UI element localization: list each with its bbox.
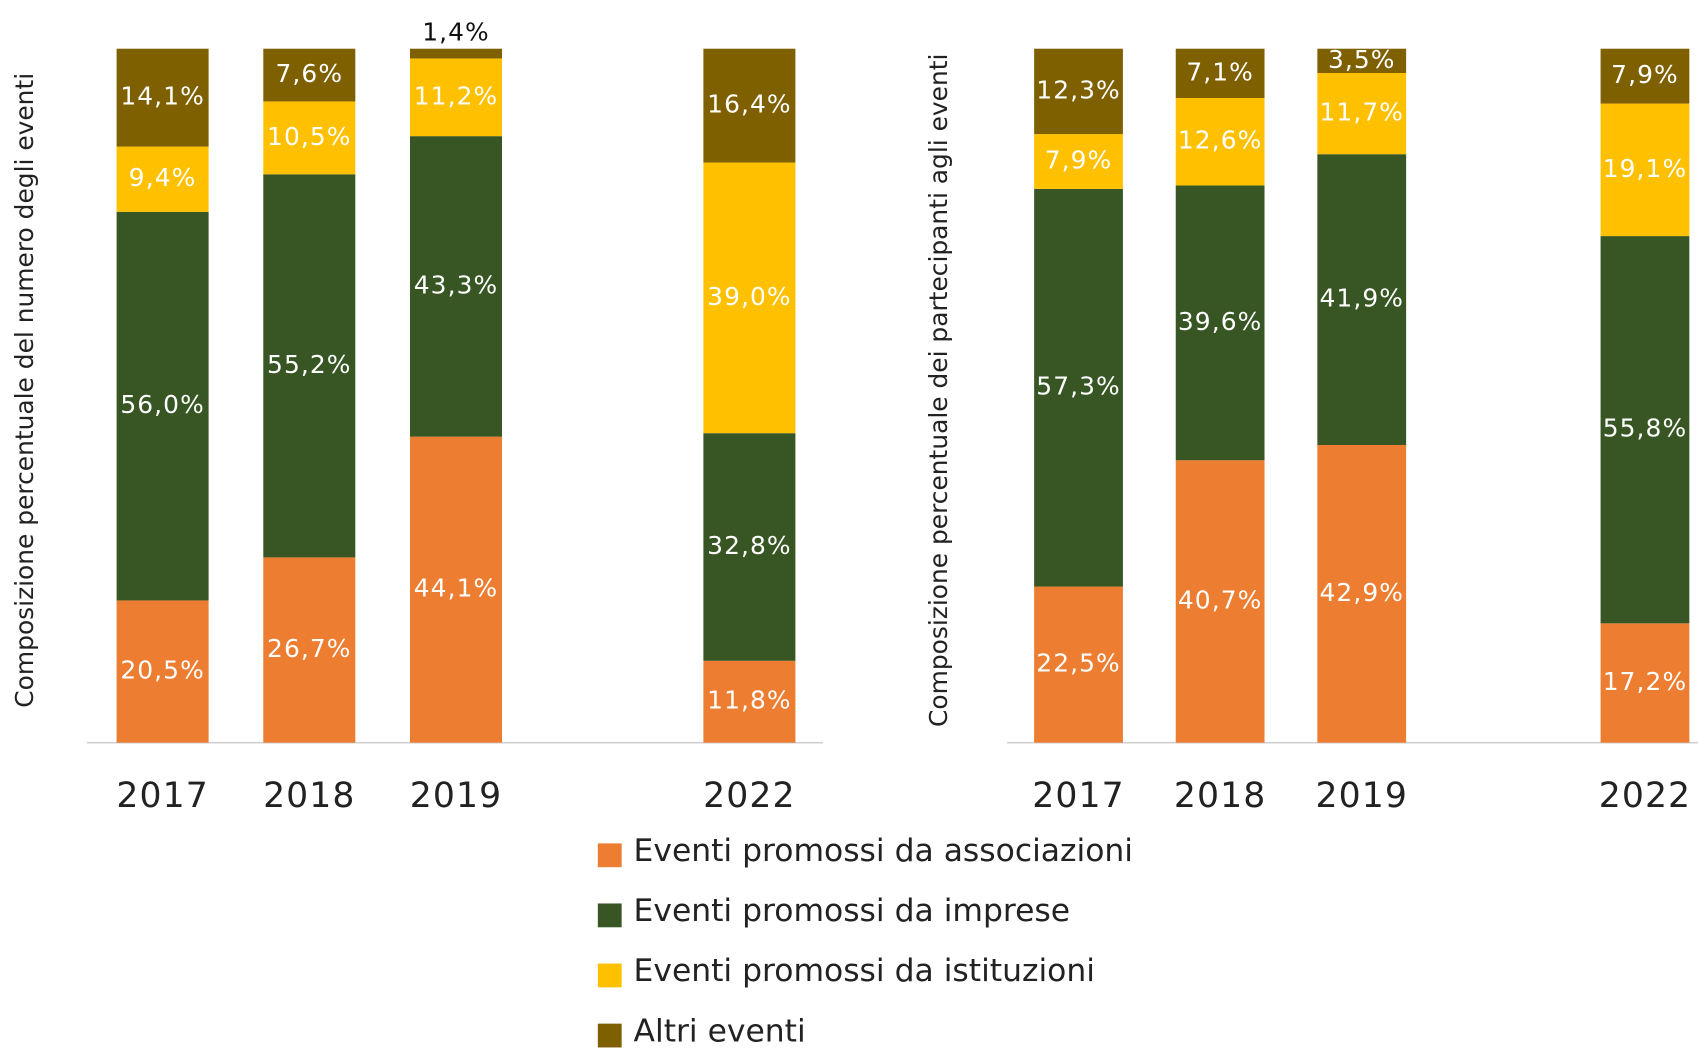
bar-segment [703, 433, 796, 661]
bar-segment [703, 48, 796, 163]
data-label: 9,4% [129, 163, 197, 192]
x-tick-label: 2019 [1316, 776, 1408, 816]
data-label: 32,8% [707, 531, 792, 560]
data-label: 57,3% [1036, 372, 1121, 401]
bar-segment [263, 557, 356, 743]
data-label: 7,1% [1186, 57, 1254, 86]
data-label: 22,5% [1036, 649, 1121, 678]
data-label: 19,1% [1603, 154, 1687, 183]
x-tick-label: 2019 [410, 776, 502, 816]
bar-segment [116, 211, 209, 601]
bar-segment [1034, 586, 1123, 743]
bar-segment [1600, 623, 1690, 743]
legend-swatch [597, 843, 622, 868]
data-label: 1,4% [422, 18, 490, 47]
legend-label: Altri eventi [634, 1013, 806, 1048]
bar-segment [1034, 188, 1123, 587]
legend-label: Eventi promossi da istituzioni [634, 953, 1095, 989]
bar-segment [1317, 48, 1407, 74]
bar-segment [703, 162, 796, 434]
bar-segment [1175, 97, 1265, 186]
bar-segment [409, 436, 503, 743]
data-label: 12,3% [1036, 75, 1121, 104]
data-label: 56,0% [120, 390, 205, 419]
x-tick-label: 2018 [263, 776, 355, 816]
data-label: 55,8% [1603, 414, 1687, 443]
data-label: 16,4% [707, 90, 792, 119]
x-tick-label: 2022 [1599, 776, 1691, 816]
data-label: 7,9% [1045, 145, 1113, 174]
data-label: 11,2% [414, 81, 499, 110]
data-label: 11,7% [1319, 98, 1404, 127]
data-label: 40,7% [1178, 585, 1263, 614]
bar-segment [1317, 444, 1407, 743]
bar-segment [1034, 134, 1123, 189]
y-axis-label: Composizione percentuale dei partecipant… [924, 54, 953, 727]
data-label: 14,1% [120, 82, 205, 111]
data-label: 7,9% [1611, 60, 1679, 89]
bar-segment [1175, 460, 1265, 743]
bar-segment [1175, 48, 1265, 98]
data-label: 11,8% [707, 686, 792, 715]
legend-swatch [597, 903, 622, 928]
data-label: 10,5% [267, 122, 352, 151]
data-label: 39,0% [707, 282, 792, 311]
legend-label: Eventi promossi da imprese [634, 893, 1071, 929]
bar-segment [1600, 236, 1690, 624]
data-label: 20,5% [120, 656, 205, 685]
data-label: 12,6% [1178, 126, 1263, 155]
bar-segment [116, 146, 209, 212]
data-label: 26,7% [267, 634, 352, 663]
legend-swatch [597, 963, 622, 988]
bar-segment [409, 58, 503, 137]
data-label: 55,2% [267, 350, 352, 379]
data-label: 7,6% [276, 59, 344, 88]
y-axis-label: Composizione percentuale del numero degl… [10, 73, 39, 708]
x-tick-label: 2017 [1032, 776, 1124, 816]
bar-segment [263, 48, 356, 102]
bar-segment [1317, 154, 1407, 445]
bar-segment [1600, 103, 1690, 237]
bar-segment [116, 48, 209, 147]
data-label: 43,3% [414, 270, 499, 299]
x-tick-label: 2017 [116, 776, 208, 816]
legend-label: Eventi promossi da associazioni [634, 833, 1133, 869]
data-label: 3,5% [1328, 45, 1396, 74]
data-label: 44,1% [414, 574, 499, 603]
data-label: 41,9% [1319, 284, 1404, 313]
bar-segment [263, 101, 356, 175]
bar-segment [703, 660, 796, 743]
bar-segment [116, 600, 209, 743]
bar-segment [1317, 73, 1407, 155]
bar-segment [409, 136, 503, 437]
bar-segment [1175, 185, 1265, 461]
data-label: 39,6% [1178, 307, 1263, 336]
data-label: 42,9% [1319, 578, 1404, 607]
bar-segment [263, 174, 356, 558]
data-label: 17,2% [1603, 667, 1687, 696]
bar-segment [1600, 48, 1690, 104]
bar-segment [1034, 48, 1123, 135]
x-tick-label: 2022 [703, 776, 795, 816]
legend-swatch [597, 1023, 622, 1048]
bar-segment [409, 48, 503, 59]
x-tick-label: 2018 [1174, 776, 1266, 816]
